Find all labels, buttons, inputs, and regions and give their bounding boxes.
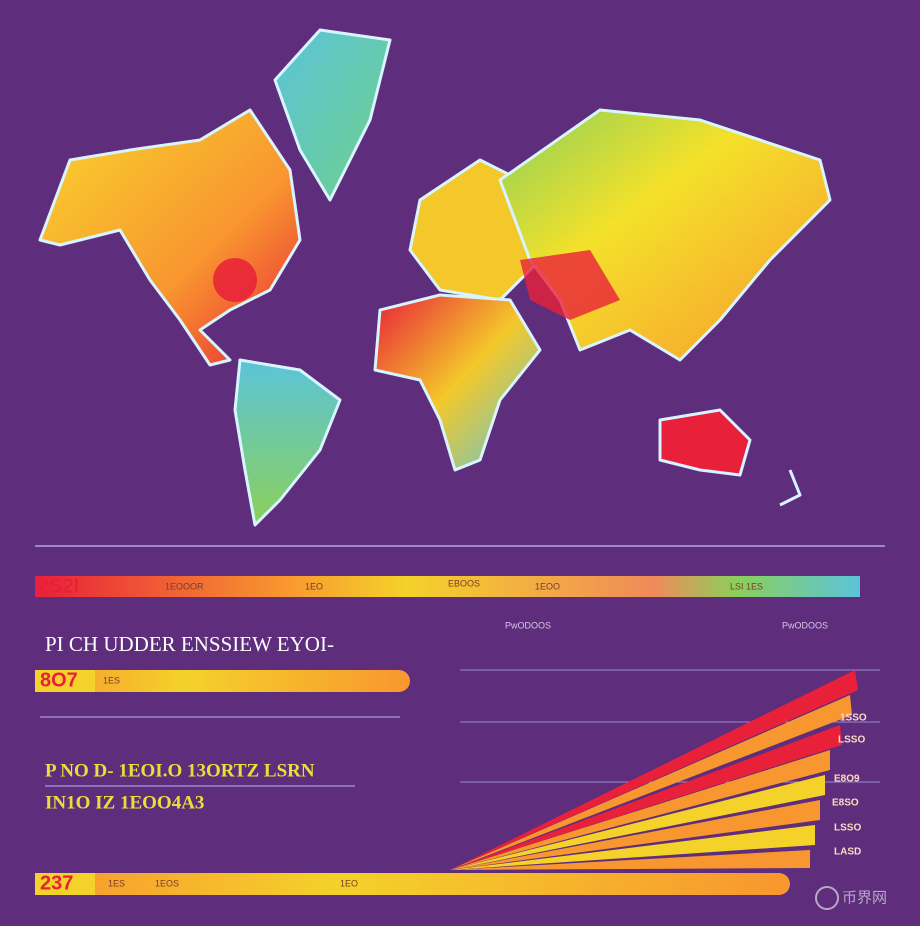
bottom-bar-start xyxy=(35,873,95,895)
column-label: PwODOOS xyxy=(782,620,828,630)
africa xyxy=(373,293,542,472)
greenland xyxy=(273,28,392,202)
fan-ray xyxy=(450,670,858,870)
fan-label: LSSO xyxy=(834,823,861,834)
fan-ray xyxy=(450,800,820,870)
fan-label: LASD xyxy=(834,847,861,858)
bar-label: 237 xyxy=(40,872,73,894)
heading: PI CH UDDER ENSSIEW EYOI- xyxy=(45,632,334,656)
watermark: 币界网 xyxy=(842,889,887,907)
watermark-icon xyxy=(815,886,839,910)
bar-tag: 1EO xyxy=(305,581,323,591)
mid-bar xyxy=(35,670,410,692)
asia xyxy=(498,108,832,362)
fan-ray xyxy=(450,775,825,870)
fan-ray xyxy=(450,725,842,870)
world-map xyxy=(38,28,832,527)
bar-label: 2S2I xyxy=(38,575,79,597)
subtitle-line: P NO D- 1EOI.O 13ORTZ LSRN xyxy=(45,760,315,781)
bar-tag: 1EO xyxy=(340,878,358,888)
bottom-bar xyxy=(35,873,790,895)
bar-tag: 1EOS xyxy=(155,878,179,888)
bar-tag: 1EOOOR xyxy=(165,581,204,591)
bar-tag: 1ES xyxy=(103,675,120,685)
subtitle-line: IN1O IZ 1EOO4A3 xyxy=(45,792,204,813)
top-bar xyxy=(35,576,860,597)
bar-tag: EBOOS xyxy=(448,578,480,588)
australia xyxy=(658,408,752,477)
fan-chart: 1SSO LSSO E8O9 E8SO LSSO LASD xyxy=(450,669,880,870)
fan-label: E8SO xyxy=(832,798,859,809)
bar-label: 8O7 xyxy=(40,669,78,691)
mid-bar-start xyxy=(35,670,95,692)
south-america xyxy=(233,358,342,527)
bar-tag: LSI 1ES xyxy=(730,581,763,591)
bar-tag: 1ES xyxy=(108,878,125,888)
fan-ray xyxy=(450,850,810,870)
new-zealand xyxy=(779,469,802,507)
fan-label: 1SSO xyxy=(840,713,867,724)
region-highlight xyxy=(213,258,257,302)
fan-ray xyxy=(450,750,830,870)
fan-label: E8O9 xyxy=(834,774,860,785)
region-highlight xyxy=(520,250,620,320)
bar-tag: 1EOO xyxy=(535,581,560,591)
fan-ray xyxy=(450,825,815,870)
fan-label: LSSO xyxy=(838,735,865,746)
fan-ray xyxy=(450,695,852,870)
north-america xyxy=(38,108,302,367)
column-label: PwODOOS xyxy=(505,620,551,630)
